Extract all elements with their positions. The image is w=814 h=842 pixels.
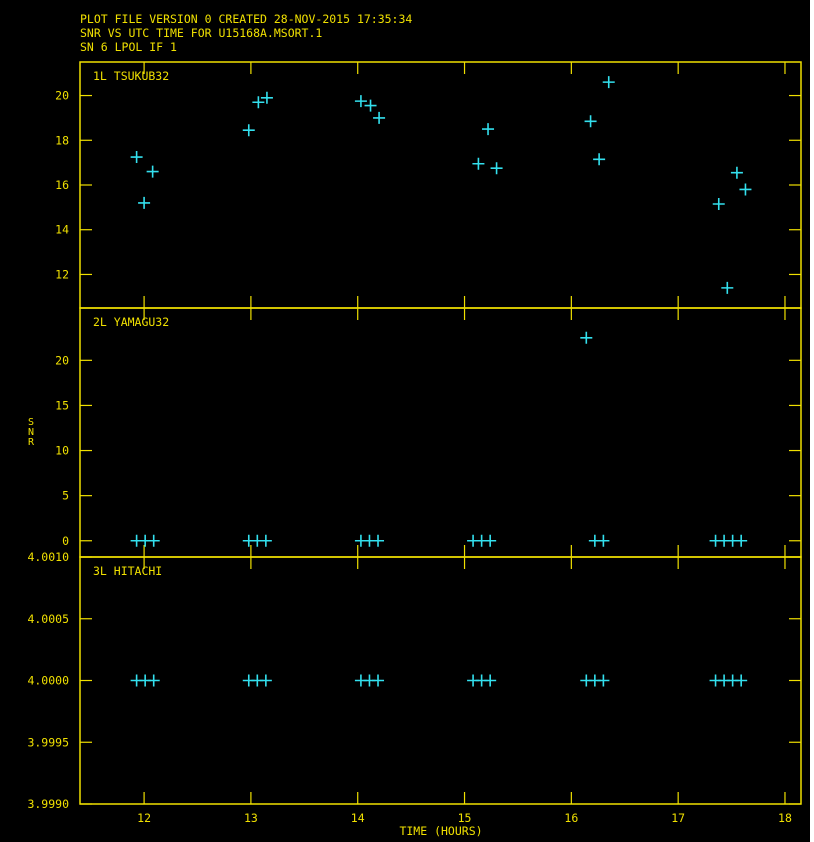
x-tick-label: 18 (778, 811, 792, 825)
data-point (147, 674, 160, 687)
y-tick-label: 15 (55, 398, 69, 412)
header-line-2: SNR VS UTC TIME FOR U15168A.MSORT.1 (80, 26, 322, 40)
panel-label: 2L YAMAGU32 (93, 315, 169, 329)
data-point (130, 151, 143, 164)
y-tick-label: 16 (55, 178, 69, 192)
data-point (252, 96, 265, 109)
y-tick-label: 4.0000 (27, 674, 69, 688)
y-tick-label: 12 (55, 267, 69, 281)
y-tick-label: 4.0010 (27, 550, 69, 564)
data-point (354, 95, 367, 108)
data-point (482, 123, 495, 136)
panel-1: 1L TSUKUB32 12 14 16 18 20 (55, 61, 802, 309)
data-point (735, 534, 748, 547)
data-point (597, 674, 610, 687)
y-tick-label: 14 (55, 223, 69, 237)
data-point (484, 534, 497, 547)
data-point (260, 91, 273, 104)
y-axis-label-char: S (28, 417, 34, 428)
y-axis-label-char: N (28, 427, 34, 438)
data-point (580, 331, 593, 344)
panel-frame (79, 556, 802, 805)
panel-label: 1L TSUKUB32 (93, 69, 169, 83)
y-tick-label: 18 (55, 133, 69, 147)
data-point (147, 534, 160, 547)
x-tick-label: 15 (458, 811, 472, 825)
y-tick-label: 3.9995 (27, 735, 69, 749)
panel-3: 3L HITACHI 3.9990 3.9995 4.0000 4.0005 4.0010 (27, 550, 802, 811)
y-tick-label: 4.0005 (27, 612, 69, 626)
panels-layer: 1L TSUKUB32 12 14 16 18 20 2L YAMAGU32 0 5 10 15 20… (27, 61, 802, 825)
data-point (735, 674, 748, 687)
x-tick-label: 16 (564, 811, 578, 825)
x-tick-label: 14 (351, 811, 365, 825)
data-point (372, 534, 385, 547)
y-tick-label: 5 (62, 489, 69, 503)
y-tick-label: 20 (55, 353, 69, 367)
data-point (484, 674, 497, 687)
y-tick-label: 3.9990 (27, 797, 69, 811)
data-point (472, 157, 485, 170)
y-tick-label: 10 (55, 444, 69, 458)
panel-2: 2L YAMAGU32 0 5 10 15 20 (55, 307, 802, 558)
data-point (372, 674, 385, 687)
panel-frame (79, 61, 802, 309)
data-point (597, 534, 610, 547)
data-point (602, 76, 615, 89)
y-axis-label-char: R (28, 437, 35, 448)
data-point (584, 115, 597, 128)
header-line-1: PLOT FILE VERSION 0 CREATED 28-NOV-2015 … (80, 12, 412, 26)
x-tick-label: 13 (244, 811, 258, 825)
y-tick-label: 0 (62, 534, 69, 548)
data-point (490, 162, 503, 175)
data-point (138, 196, 151, 209)
data-point (242, 124, 255, 137)
y-axis-label: SNR (28, 417, 35, 448)
data-point (259, 674, 272, 687)
data-point (364, 99, 377, 112)
data-point (712, 198, 725, 211)
x-axis-label: TIME (HOURS) (399, 824, 482, 838)
data-point (730, 166, 743, 179)
x-tick-label: 17 (671, 811, 685, 825)
y-tick-label: 20 (55, 89, 69, 103)
panel-frame (79, 307, 802, 558)
data-point (739, 183, 752, 196)
data-point (593, 153, 606, 166)
x-tick-label: 12 (137, 811, 151, 825)
data-point (259, 534, 272, 547)
data-point (721, 281, 734, 294)
data-point (146, 165, 159, 178)
data-point (373, 111, 386, 124)
panel-label: 3L HITACHI (93, 564, 162, 578)
header-line-3: SN 6 LPOL IF 1 (80, 40, 177, 54)
